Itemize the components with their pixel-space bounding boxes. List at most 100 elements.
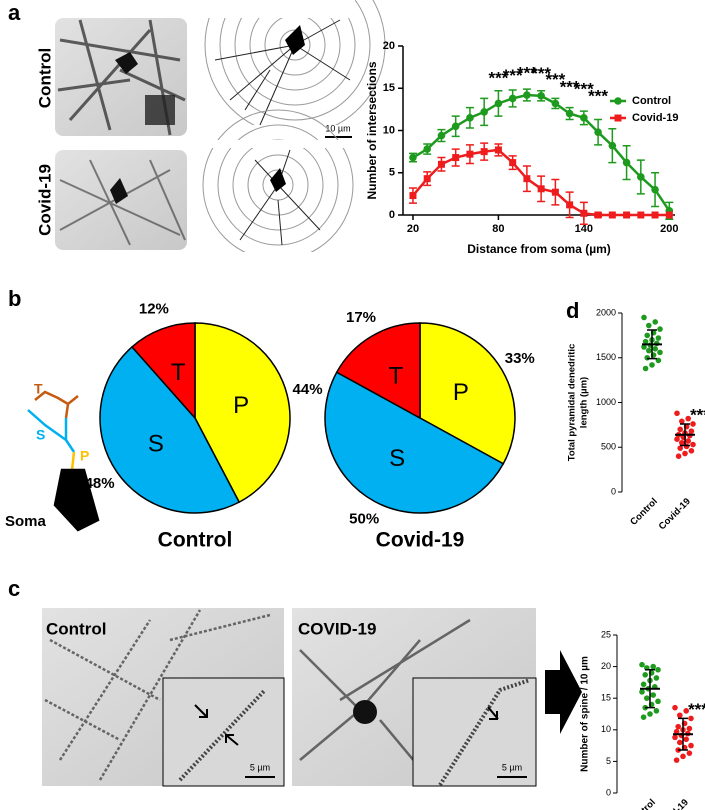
legend-marker: [614, 114, 622, 122]
point: [551, 188, 559, 196]
point: [686, 750, 693, 756]
y-axis-label: Total pyramidal denedritic: [567, 344, 578, 462]
sd-bar: [645, 669, 655, 709]
legend-label: Covid-19: [632, 112, 678, 124]
neuron-tracing: [195, 109, 355, 267]
legend-label: Control: [632, 95, 671, 107]
significance: ***: [560, 78, 580, 97]
sd-bar: [678, 717, 688, 751]
diagram-label: P: [80, 448, 89, 464]
pie-slice: [419, 322, 516, 465]
point: [451, 122, 460, 131]
point: [608, 211, 616, 219]
x-tick-label: 200: [660, 223, 678, 235]
legend-marker: [614, 97, 622, 105]
y-tick-label: 20: [383, 40, 395, 52]
y-tick-label: 2000: [596, 307, 616, 317]
x-tick-label: Control: [626, 797, 658, 810]
significance: ***: [688, 700, 705, 719]
point: [466, 114, 474, 122]
x-tick-label: Covid-19: [657, 496, 693, 532]
point: [480, 148, 488, 156]
y-axis-label: Number of intersections: [365, 61, 379, 199]
point: [437, 131, 446, 140]
point: [650, 692, 656, 698]
point: [640, 681, 647, 688]
point: [686, 725, 693, 732]
point: [652, 346, 658, 352]
significance: ***: [588, 86, 608, 105]
panel-label: b: [8, 286, 21, 311]
point: [683, 736, 689, 743]
point: [655, 698, 661, 705]
point: [637, 173, 645, 181]
point: [594, 211, 602, 219]
point: [641, 314, 647, 321]
sd-bar: [680, 423, 690, 447]
sd-bar: [647, 329, 657, 360]
point: [647, 711, 653, 717]
point: [652, 319, 658, 325]
diagram-label: T: [34, 381, 43, 397]
panel-label: d: [566, 298, 579, 323]
scale-bar-label: 5 µm: [250, 762, 270, 772]
point: [675, 723, 681, 730]
point: [688, 742, 694, 749]
slice-label: T: [171, 359, 186, 386]
point: [649, 362, 655, 368]
value-label: 44%: [293, 381, 323, 398]
point: [580, 114, 588, 122]
point: [523, 91, 531, 99]
point: [494, 99, 503, 108]
point: [688, 428, 695, 434]
point: [646, 322, 652, 329]
point: [644, 332, 650, 339]
point: [682, 450, 688, 457]
value-label: 17%: [346, 309, 376, 326]
point: [644, 354, 650, 361]
point: [690, 421, 696, 427]
point: [673, 757, 680, 763]
point: [685, 415, 691, 422]
point: [423, 145, 432, 153]
point: [674, 436, 680, 442]
point: [452, 154, 460, 162]
point: [650, 663, 656, 670]
point: [551, 99, 560, 108]
point: [509, 159, 517, 167]
point: [677, 739, 683, 746]
y-tick-label: 0: [389, 209, 395, 221]
diagram-label: Soma: [5, 513, 47, 530]
point: [653, 708, 660, 714]
point: [466, 150, 474, 158]
row-label: Control: [35, 48, 54, 108]
point: [657, 326, 663, 332]
pie-title: Covid-19: [376, 529, 465, 552]
point: [623, 211, 631, 219]
point: [672, 704, 678, 711]
y-tick-label: 0: [606, 787, 611, 797]
y-tick-label: 25: [601, 629, 611, 639]
pie-slice: [99, 345, 241, 514]
significance: ***: [488, 68, 508, 87]
significance: ***: [574, 80, 594, 99]
value-label: 48%: [85, 475, 115, 492]
point: [688, 448, 695, 454]
y-axis-label: Number of spine / 10 µm: [580, 656, 591, 772]
point: [655, 335, 662, 341]
slice-label: S: [148, 430, 164, 457]
scale-bar-label: 5 µm: [502, 762, 522, 772]
point: [651, 185, 659, 194]
point: [508, 94, 517, 103]
point: [673, 728, 680, 735]
y-tick-label: 5: [606, 756, 611, 766]
neuron-tracing: [200, 0, 386, 155]
scale-bar-label: 10 µm: [325, 123, 350, 133]
point: [651, 211, 659, 219]
y-tick-label: 10: [383, 124, 395, 136]
point: [537, 92, 545, 100]
point: [640, 714, 647, 720]
x-tick-label: 20: [407, 223, 419, 235]
point: [677, 445, 683, 451]
